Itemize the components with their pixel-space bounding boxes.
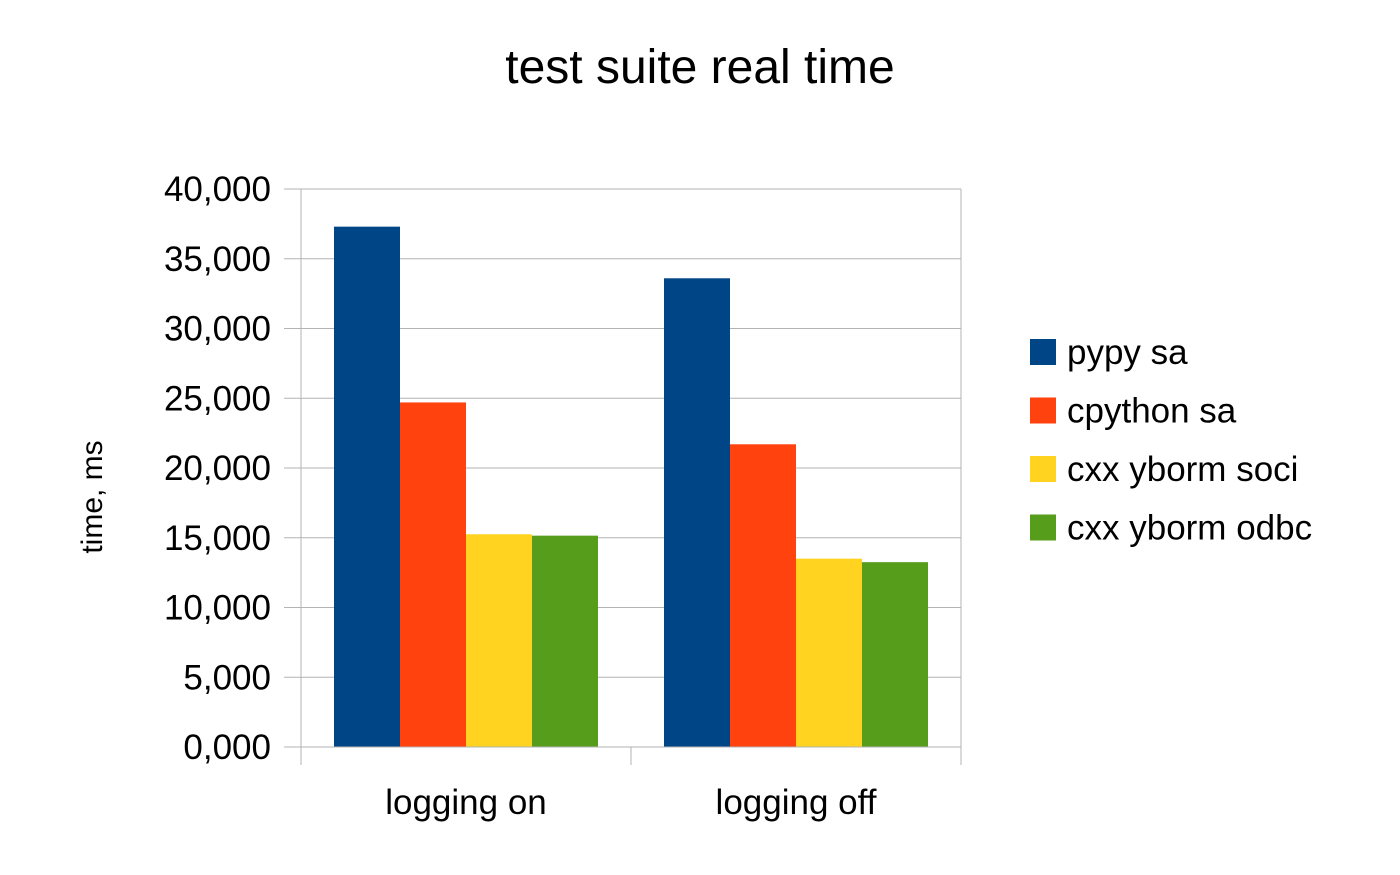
bar-3-1 — [862, 562, 928, 747]
bar-2-0 — [466, 534, 532, 747]
legend-label: cxx yborm soci — [1067, 450, 1298, 489]
x-tick-label: logging on — [385, 783, 547, 822]
legend-label: cxx yborm odbc — [1067, 509, 1312, 548]
y-tick-label: 10,000 — [164, 589, 271, 628]
axes — [284, 188, 962, 765]
y-tick-label: 20,000 — [164, 449, 271, 488]
bar-1-0 — [400, 402, 466, 747]
x-tick-labels: logging on logging off — [385, 783, 876, 822]
y-tick-label: 30,000 — [164, 310, 271, 349]
y-tick-label: 35,000 — [164, 240, 271, 279]
x-tick-label: logging off — [716, 783, 877, 822]
y-tick-label: 40,000 — [164, 170, 271, 209]
legend-swatch — [1030, 514, 1056, 541]
bar-1-1 — [730, 444, 796, 747]
y-tick-label: 25,000 — [164, 379, 271, 418]
legend-swatch — [1030, 397, 1056, 424]
y-tick-label: 0,000 — [183, 728, 271, 767]
chart-title: test suite real time — [505, 41, 894, 94]
legend: pypy sa cpython sa cxx yborm soci cxx yborm… — [1030, 333, 1312, 548]
bar-0-0 — [334, 226, 400, 748]
bar-3-0 — [532, 535, 598, 747]
plot-area: 0,000 5,000 10,000 15,000 20,000 25,000 30,000… — [164, 170, 962, 822]
legend-swatch — [1030, 339, 1056, 365]
legend-swatch — [1030, 456, 1056, 482]
bar-2-1 — [796, 558, 862, 747]
bar-0-1 — [664, 278, 730, 747]
legend-label: pypy sa — [1067, 333, 1188, 372]
bars — [334, 226, 928, 748]
y-tick-label: 15,000 — [164, 519, 271, 558]
y-axis-label: time, ms — [76, 440, 109, 553]
legend-label: cpython sa — [1067, 392, 1237, 431]
y-tick-labels: 0,000 5,000 10,000 15,000 20,000 25,000 30,000… — [164, 170, 271, 767]
y-tick-label: 5,000 — [183, 658, 271, 697]
